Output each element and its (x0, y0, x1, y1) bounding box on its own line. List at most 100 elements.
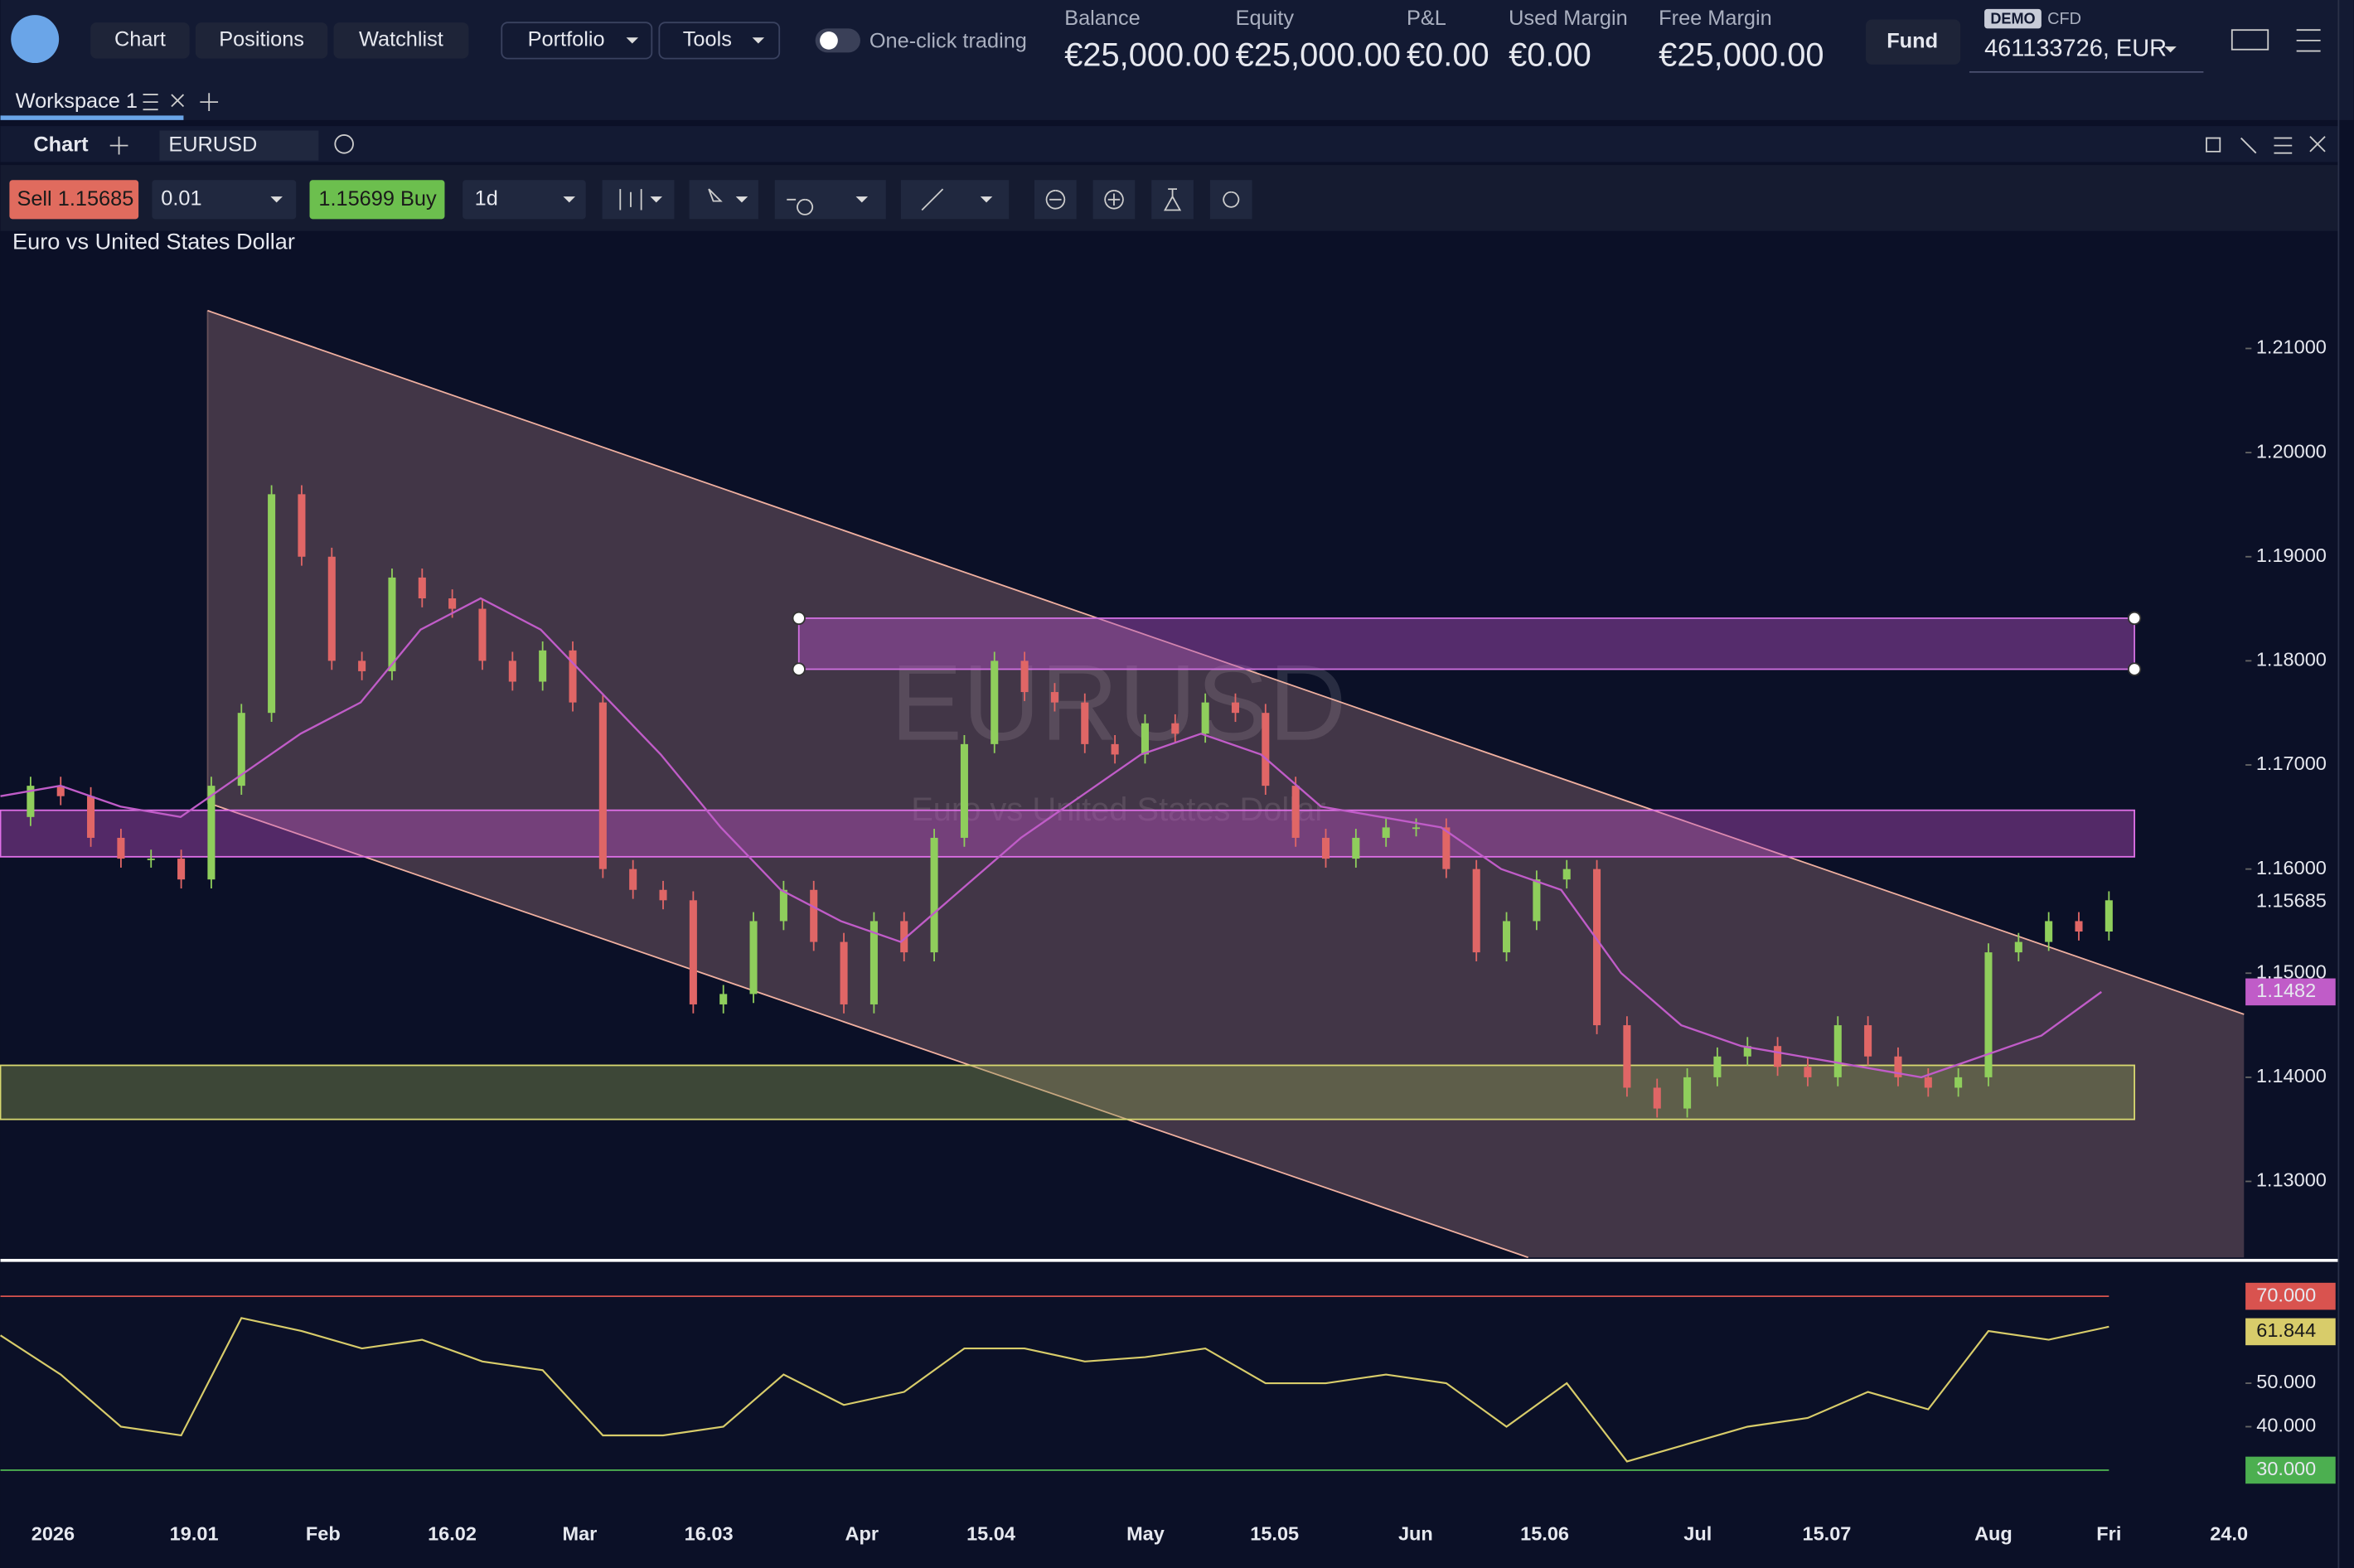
logo[interactable] (11, 15, 60, 64)
candle (1864, 1025, 1872, 1057)
candle (598, 702, 607, 869)
buy-text[interactable]: Buy (400, 186, 437, 210)
y-tick-label: 1.18000 (2256, 649, 2327, 670)
watermark: EURUSD (890, 642, 1346, 763)
candle (840, 941, 848, 1004)
tool-icons (619, 188, 1240, 215)
menu-button[interactable] (658, 22, 781, 60)
x-tick-label: Fri (2096, 1522, 2121, 1544)
candle (1683, 1077, 1692, 1109)
zone (0, 1064, 2136, 1120)
candle (298, 494, 306, 557)
rsi-level-label: 30.000 (2256, 1458, 2316, 1479)
buy-label[interactable]: 1.15699 Buy (318, 186, 437, 210)
candle (237, 713, 245, 786)
account[interactable]: 461133726, EUR (1984, 35, 2167, 61)
x-tick-label: Aug (1974, 1522, 2013, 1544)
channel-upper (207, 309, 2245, 1015)
candle (1804, 1067, 1812, 1077)
candle (1954, 1077, 1963, 1088)
candle (87, 796, 95, 838)
x-tick-label: Feb (306, 1522, 341, 1544)
price-label: 1.15685 (2256, 889, 2327, 911)
nav-label[interactable]: Chart (114, 28, 166, 51)
candle (960, 743, 968, 838)
sell-price[interactable]: 1.15685 (58, 186, 134, 210)
nav-button[interactable] (195, 22, 328, 59)
menu-icon[interactable] (2296, 29, 2321, 52)
demo-label: DEMO (1990, 10, 2035, 27)
demo-badge (1984, 8, 2042, 29)
buy-button[interactable] (309, 180, 445, 220)
stat-value: €0.00 (1509, 36, 1591, 73)
rsi-badge (2245, 1456, 2336, 1484)
tab-icons[interactable] (143, 93, 219, 111)
panel-title: Chart (33, 133, 89, 156)
add-icon[interactable] (109, 136, 128, 155)
candle (689, 900, 697, 1004)
menu-button[interactable] (501, 22, 653, 60)
candle (749, 921, 758, 995)
zone (0, 809, 2136, 858)
candle (1081, 702, 1089, 744)
interval-select[interactable] (463, 180, 586, 220)
candle (1050, 692, 1058, 703)
candle (1713, 1056, 1722, 1077)
quantity[interactable]: 0.01 (161, 186, 201, 210)
nav-button[interactable] (333, 22, 469, 59)
menu-label[interactable]: Portfolio (528, 28, 605, 51)
buy-price[interactable]: 1.15699 (318, 186, 395, 210)
sell-text[interactable]: Sell (17, 186, 51, 210)
nav-label[interactable]: Positions (219, 28, 304, 51)
menu-label[interactable]: Tools (683, 28, 732, 51)
candle (779, 889, 787, 922)
layout-icon[interactable] (2230, 29, 2269, 51)
candle (56, 786, 65, 796)
x-tick-label: 15.04 (966, 1522, 1015, 1544)
sell-button[interactable] (9, 180, 139, 220)
candle (1894, 1056, 1902, 1077)
nav-label[interactable]: Watchlist (359, 28, 443, 51)
candle (1141, 723, 1149, 755)
tool-buttons[interactable] (602, 180, 1252, 220)
rsi-current-label: 61.844 (2256, 1319, 2316, 1341)
caret (626, 37, 639, 44)
caret (563, 196, 575, 203)
panel-header (0, 126, 2339, 162)
candle (1984, 952, 1993, 1077)
candle (569, 650, 577, 703)
symbol[interactable]: EURUSD (168, 133, 257, 156)
candle (1833, 1025, 1842, 1077)
info-icon[interactable] (334, 134, 354, 154)
candle (1774, 1046, 1782, 1067)
x-tick-label: 15.05 (1250, 1522, 1299, 1544)
fund-label[interactable]: Fund (1887, 29, 1938, 52)
toggle-knob (820, 31, 838, 50)
quantity-input[interactable] (152, 180, 297, 220)
interval[interactable]: 1d (475, 186, 498, 210)
candle (207, 786, 216, 880)
y-tick-label: 1.16000 (2256, 857, 2327, 878)
rsi-current-badge (2245, 1318, 2336, 1346)
zone-handles[interactable] (792, 611, 2142, 676)
candle (478, 608, 487, 661)
candle (659, 889, 667, 901)
fund-button[interactable] (1866, 19, 1961, 65)
candle (1291, 786, 1300, 838)
x-tick-label: May (1126, 1522, 1165, 1544)
sell-label[interactable]: Sell 1.15685 (17, 186, 133, 210)
candle (719, 994, 728, 1004)
panel-icons[interactable] (2206, 136, 2326, 154)
workspace-tab[interactable]: Workspace 1 (16, 90, 138, 113)
symbol-input[interactable] (159, 130, 319, 161)
candle (1562, 869, 1571, 880)
rsi-tick-label: 40.000 (2256, 1415, 2316, 1436)
ma-badge (2245, 978, 2336, 1006)
candle (1412, 827, 1421, 830)
x-tick-label: 15.06 (1520, 1522, 1569, 1544)
x-tick-label: 19.01 (170, 1522, 219, 1544)
nav-button[interactable] (90, 22, 190, 59)
x-tick-label: 16.02 (428, 1522, 477, 1544)
x-tick-label: Jun (1398, 1522, 1433, 1544)
